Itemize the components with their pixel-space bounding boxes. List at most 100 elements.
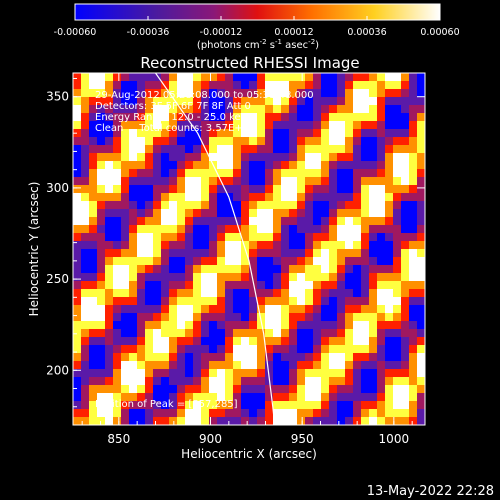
heatmap-cell xyxy=(281,337,290,346)
heatmap-cell xyxy=(353,409,362,418)
heatmap-cell xyxy=(129,105,138,114)
heatmap-cell xyxy=(385,409,394,418)
heatmap-cell xyxy=(137,105,146,114)
heatmap-cell xyxy=(281,369,290,378)
heatmap-cell xyxy=(417,113,425,122)
heatmap-cell xyxy=(209,177,218,186)
heatmap-cell xyxy=(73,97,82,106)
heatmap-cell xyxy=(313,377,322,386)
heatmap-cell xyxy=(281,177,290,186)
heatmap-cell xyxy=(209,217,218,226)
heatmap-cell xyxy=(217,273,226,282)
heatmap-cell xyxy=(169,297,178,306)
heatmap-cell xyxy=(321,201,330,210)
heatmap-cell xyxy=(249,161,258,170)
heatmap-cell xyxy=(201,337,210,346)
colorbar-tick-label: -0.00060 xyxy=(54,27,97,38)
heatmap-cell xyxy=(337,201,346,210)
heatmap-cell xyxy=(241,145,250,154)
heatmap-cell xyxy=(241,201,250,210)
heatmap-cell xyxy=(121,417,130,425)
heatmap-cell xyxy=(313,241,322,250)
heatmap-cell xyxy=(297,249,306,258)
heatmap-cell xyxy=(73,241,82,250)
heatmap-cell xyxy=(321,225,330,234)
heatmap-cell xyxy=(297,105,306,114)
heatmap-cell xyxy=(81,393,90,402)
heatmap-cell xyxy=(417,265,425,274)
heatmap-cell xyxy=(233,369,242,378)
heatmap-cell xyxy=(257,177,266,186)
heatmap-cell xyxy=(281,233,290,242)
heatmap-cell xyxy=(153,177,162,186)
heatmap-cell xyxy=(337,345,346,354)
heatmap-cell xyxy=(169,329,178,338)
heatmap-cell xyxy=(225,305,234,314)
heatmap-cell xyxy=(129,297,138,306)
heatmap-cell xyxy=(305,345,314,354)
heatmap-cell xyxy=(321,145,330,154)
heatmap-cell xyxy=(313,385,322,394)
heatmap-cell xyxy=(81,81,90,90)
heatmap-cell xyxy=(401,313,410,322)
heatmap-cell xyxy=(105,241,114,250)
heatmap-cell xyxy=(297,273,306,282)
heatmap-cell xyxy=(313,137,322,146)
heatmap-cell xyxy=(353,97,362,106)
heatmap-cell xyxy=(265,289,274,298)
annotation-energy-range: Energy Range: 12.0 - 25.0 keV xyxy=(95,112,248,123)
heatmap-cell xyxy=(393,393,402,402)
heatmap-cell xyxy=(321,113,330,122)
heatmap-cell xyxy=(97,209,106,218)
heatmap-cell xyxy=(209,193,218,202)
heatmap-cell xyxy=(337,265,346,274)
heatmap-cell xyxy=(81,369,90,378)
heatmap-cell xyxy=(153,321,162,330)
heatmap-cell xyxy=(345,241,354,250)
heatmap-cell xyxy=(153,113,162,122)
heatmap-cell xyxy=(161,105,170,114)
heatmap-cell xyxy=(353,361,362,370)
heatmap-cell xyxy=(369,113,378,122)
heatmap-cell xyxy=(97,105,106,114)
heatmap-cell xyxy=(329,265,338,274)
heatmap-cell xyxy=(297,401,306,410)
heatmap-cell xyxy=(265,393,274,402)
heatmap-cell xyxy=(97,137,106,146)
heatmap-cell xyxy=(161,353,170,362)
heatmap-cell xyxy=(321,273,330,282)
heatmap-cell xyxy=(337,393,346,402)
heatmap-cell xyxy=(369,177,378,186)
heatmap-cell xyxy=(145,209,154,218)
heatmap-cell xyxy=(369,73,378,82)
heatmap-cell xyxy=(89,129,98,138)
heatmap-cell xyxy=(89,97,98,106)
heatmap-cell xyxy=(233,257,242,266)
colorbar-tick-label: 0.00012 xyxy=(274,27,313,38)
heatmap-cell xyxy=(89,401,98,410)
heatmap-cell xyxy=(393,153,402,162)
heatmap-cell xyxy=(409,193,418,202)
heatmap-cell xyxy=(305,305,314,314)
heatmap-cell xyxy=(105,385,114,394)
heatmap-cell xyxy=(209,385,218,394)
heatmap-cell xyxy=(329,209,338,218)
heatmap-cell xyxy=(241,225,250,234)
heatmap-cell xyxy=(145,169,154,178)
heatmap-cell xyxy=(409,121,418,130)
heatmap-cell xyxy=(345,73,354,82)
heatmap-cell xyxy=(209,153,218,162)
heatmap-cell xyxy=(313,337,322,346)
heatmap-cell xyxy=(81,185,90,194)
heatmap-cell xyxy=(409,369,418,378)
heatmap-cell xyxy=(417,353,425,362)
heatmap-cell xyxy=(385,113,394,122)
heatmap-cell xyxy=(217,393,226,402)
heatmap-cell xyxy=(385,337,394,346)
heatmap-cell xyxy=(97,129,106,138)
heatmap-cell xyxy=(73,105,82,114)
heatmap-cell xyxy=(249,281,258,290)
heatmap-cell xyxy=(89,105,98,114)
heatmap-cell xyxy=(289,345,298,354)
heatmap-cell xyxy=(193,145,202,154)
